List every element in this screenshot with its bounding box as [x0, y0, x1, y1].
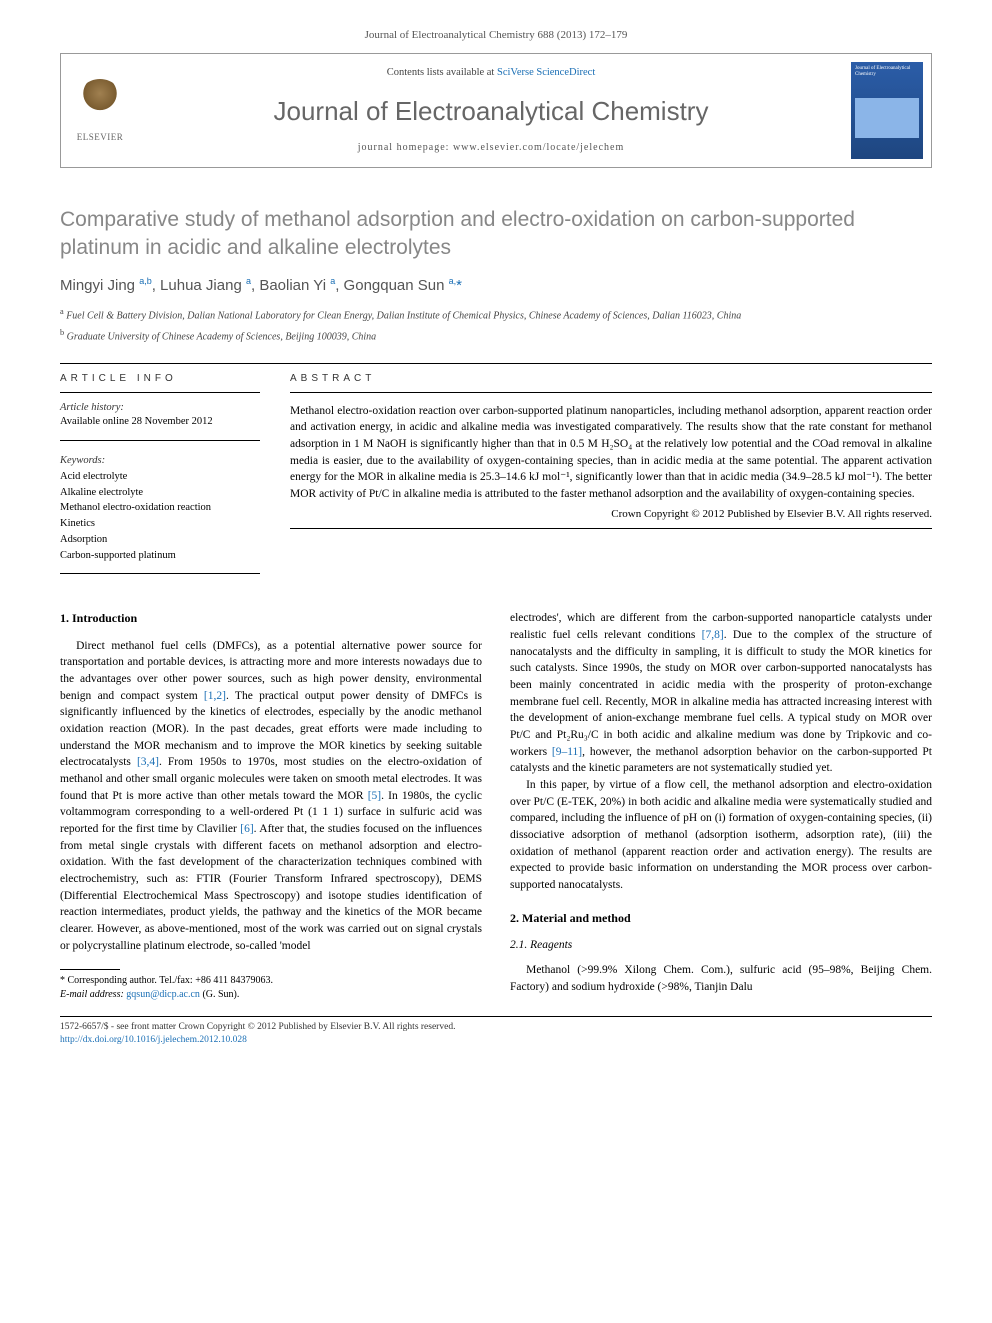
intro-paragraph-3: In this paper, by virtue of a flow cell,… [510, 777, 932, 894]
reagents-paragraph: Methanol (>99.9% Xilong Chem. Com.), sul… [510, 962, 932, 995]
intro-paragraph-2: electrodes', which are different from th… [510, 610, 932, 777]
homepage-prefix: journal homepage: [358, 142, 453, 153]
subsection-reagents-heading: 2.1. Reagents [510, 937, 932, 954]
elsevier-tree-icon [76, 79, 124, 127]
article-history-value: Available online 28 November 2012 [60, 415, 260, 430]
header-center: Contents lists available at SciVerse Sci… [139, 54, 843, 167]
article-history-label: Article history: [60, 401, 260, 416]
abstract-bottom-rule [290, 528, 932, 529]
intro-paragraph-1: Direct methanol fuel cells (DMFCs), as a… [60, 638, 482, 955]
journal-homepage-line: journal homepage: www.elsevier.com/locat… [147, 141, 835, 155]
affiliation-b: b Graduate University of Chinese Academy… [60, 327, 932, 344]
section-intro-heading: 1. Introduction [60, 610, 482, 627]
article-history-block: Article history: Available online 28 Nov… [60, 401, 260, 441]
journal-reference: Journal of Electroanalytical Chemistry 6… [60, 28, 932, 43]
footer-copyright: 1572-6657/$ - see front matter Crown Cop… [60, 1021, 932, 1034]
section-materials-heading: 2. Material and method [510, 910, 932, 927]
footnote-email-line: E-mail address: gqsun@dicp.ac.cn (G. Sun… [60, 988, 482, 1002]
keyword-item: Methanol electro-oxidation reaction [60, 500, 260, 516]
abstract-body: Methanol electro-oxidation reaction over… [290, 401, 932, 503]
abstract-copyright: Crown Copyright © 2012 Published by Else… [290, 507, 932, 522]
sciencedirect-link[interactable]: SciVerse ScienceDirect [497, 67, 595, 78]
cover-thumb-title: Journal of Electroanalytical Chemistry [855, 66, 919, 78]
info-abstract-row: ARTICLE INFO Article history: Available … [60, 364, 932, 587]
article-info-heading: ARTICLE INFO [60, 364, 260, 393]
keywords-block: Keywords: Acid electrolyteAlkaline elect… [60, 453, 260, 574]
footnote-email-label: E-mail address: [60, 989, 126, 1000]
body-columns: 1. Introduction Direct methanol fuel cel… [60, 610, 932, 1001]
homepage-url[interactable]: www.elsevier.com/locate/jelechem [453, 142, 624, 153]
article-info-column: ARTICLE INFO Article history: Available … [60, 364, 260, 587]
contents-prefix: Contents lists available at [387, 67, 497, 78]
journal-cover-thumbnail[interactable]: Journal of Electroanalytical Chemistry [851, 62, 923, 159]
authors-list: Mingyi Jing a,b, Luhua Jiang a, Baolian … [60, 275, 932, 296]
abstract-column: ABSTRACT Methanol electro-oxidation reac… [290, 364, 932, 587]
footer-doi-link[interactable]: http://dx.doi.org/10.1016/j.jelechem.201… [60, 1035, 247, 1045]
keywords-label: Keywords: [60, 453, 260, 469]
keyword-item: Adsorption [60, 532, 260, 548]
keyword-item: Alkaline electrolyte [60, 485, 260, 501]
keyword-item: Kinetics [60, 516, 260, 532]
abstract-heading: ABSTRACT [290, 364, 932, 393]
footnote-rule [60, 969, 120, 970]
footnote-email-suffix: (G. Sun). [200, 989, 239, 1000]
keyword-item: Acid electrolyte [60, 469, 260, 485]
footer-rule [60, 1016, 932, 1017]
elsevier-logo[interactable]: ELSEVIER [61, 54, 139, 167]
footnote-corr: * Corresponding author. Tel./fax: +86 41… [60, 974, 482, 988]
keyword-item: Carbon-supported platinum [60, 548, 260, 564]
affiliation-a: a Fuel Cell & Battery Division, Dalian N… [60, 306, 932, 323]
article-title: Comparative study of methanol adsorption… [60, 206, 932, 261]
journal-title: Journal of Electroanalytical Chemistry [147, 93, 835, 129]
keywords-list: Acid electrolyteAlkaline electrolyteMeth… [60, 469, 260, 564]
footnote-email-link[interactable]: gqsun@dicp.ac.cn [126, 989, 200, 1000]
elsevier-label: ELSEVIER [77, 131, 124, 144]
corresponding-author-footnote: * Corresponding author. Tel./fax: +86 41… [60, 974, 482, 1002]
contents-available-line: Contents lists available at SciVerse Sci… [147, 66, 835, 81]
journal-header-box: ELSEVIER Contents lists available at Sci… [60, 53, 932, 168]
footer-text: 1572-6657/$ - see front matter Crown Cop… [60, 1021, 932, 1048]
cover-thumb-image [855, 98, 919, 138]
